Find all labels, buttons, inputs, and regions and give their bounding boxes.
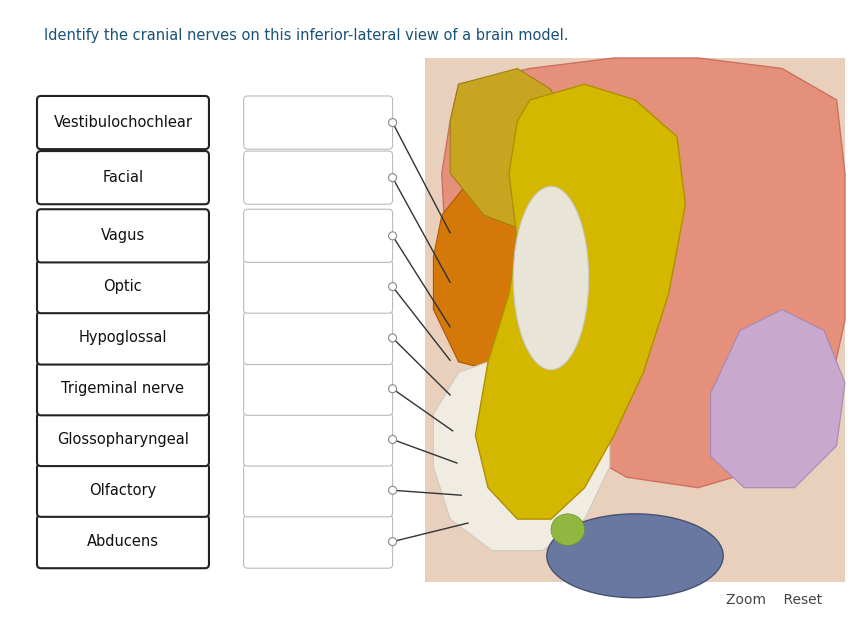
Circle shape	[388, 538, 396, 545]
FancyBboxPatch shape	[243, 260, 392, 313]
Text: Hypoglossal: Hypoglossal	[78, 331, 167, 345]
Polygon shape	[475, 84, 685, 519]
Text: Trigeminal nerve: Trigeminal nerve	[61, 381, 184, 396]
FancyBboxPatch shape	[37, 413, 209, 466]
Circle shape	[388, 283, 396, 290]
FancyBboxPatch shape	[243, 209, 392, 262]
FancyBboxPatch shape	[243, 96, 392, 149]
Circle shape	[388, 174, 396, 181]
Text: Vagus: Vagus	[101, 228, 145, 243]
FancyBboxPatch shape	[37, 260, 209, 313]
FancyBboxPatch shape	[37, 311, 209, 365]
Polygon shape	[441, 58, 844, 488]
FancyBboxPatch shape	[37, 96, 209, 149]
FancyBboxPatch shape	[243, 151, 392, 204]
Polygon shape	[450, 69, 567, 231]
Polygon shape	[710, 310, 844, 488]
Text: Olfactory: Olfactory	[90, 483, 156, 498]
FancyBboxPatch shape	[37, 362, 209, 415]
FancyBboxPatch shape	[37, 209, 209, 262]
FancyBboxPatch shape	[37, 464, 209, 517]
Text: Glossopharyngeal: Glossopharyngeal	[57, 432, 189, 447]
Text: Facial: Facial	[102, 170, 143, 185]
Text: Zoom    Reset: Zoom Reset	[725, 593, 821, 607]
FancyBboxPatch shape	[243, 515, 392, 568]
Circle shape	[388, 119, 396, 126]
Polygon shape	[432, 352, 609, 550]
Circle shape	[388, 487, 396, 494]
Polygon shape	[432, 173, 559, 373]
Text: Identify the cranial nerves on this inferior-lateral view of a brain model.: Identify the cranial nerves on this infe…	[44, 28, 568, 43]
Text: Vestibulochochlear: Vestibulochochlear	[54, 115, 192, 130]
FancyBboxPatch shape	[243, 413, 392, 466]
Text: Abducens: Abducens	[87, 534, 159, 549]
FancyBboxPatch shape	[243, 311, 392, 365]
Ellipse shape	[550, 514, 584, 545]
Ellipse shape	[546, 514, 722, 598]
FancyBboxPatch shape	[243, 362, 392, 415]
Circle shape	[388, 385, 396, 392]
Circle shape	[388, 232, 396, 240]
FancyBboxPatch shape	[37, 151, 209, 204]
Bar	[425, 58, 844, 582]
FancyBboxPatch shape	[243, 464, 392, 517]
FancyBboxPatch shape	[37, 515, 209, 568]
Circle shape	[388, 334, 396, 342]
Ellipse shape	[513, 186, 588, 370]
Text: Optic: Optic	[103, 279, 142, 294]
Circle shape	[388, 436, 396, 443]
